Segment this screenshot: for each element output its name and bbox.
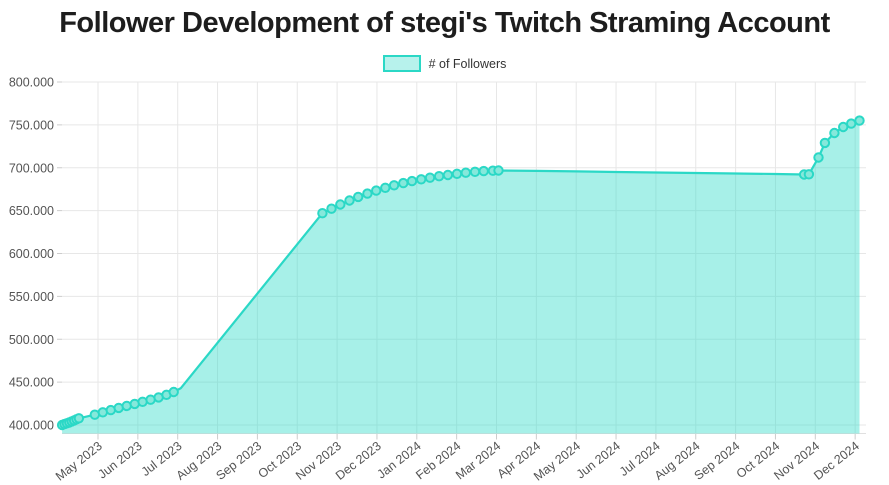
- y-tick-label: 450.000: [9, 376, 54, 390]
- chart-title: Follower Development of stegi's Twitch S…: [59, 7, 830, 39]
- data-point-marker[interactable]: [460, 167, 471, 178]
- data-point-marker[interactable]: [398, 177, 409, 189]
- data-point-marker[interactable]: [819, 137, 831, 149]
- y-tick-label: 600.000: [9, 247, 54, 261]
- data-point-marker[interactable]: [362, 188, 373, 199]
- y-tick-label: 500.000: [9, 333, 54, 347]
- data-point-marker[interactable]: [829, 127, 840, 139]
- data-point-marker[interactable]: [353, 191, 364, 203]
- x-tick-label: Sep 2024: [692, 439, 743, 483]
- legend-label: # of Followers: [428, 56, 507, 71]
- y-tick-label: 650.000: [9, 204, 54, 218]
- x-tick-label: Dec 2023: [333, 439, 384, 483]
- data-point-marker[interactable]: [493, 165, 504, 176]
- data-point-marker[interactable]: [388, 180, 400, 191]
- y-tick-label: 400.000: [9, 419, 54, 433]
- data-point-marker[interactable]: [317, 208, 328, 219]
- legend-swatch-icon: [382, 55, 421, 72]
- legend-item-followers[interactable]: # of Followers: [382, 55, 507, 72]
- data-point-marker[interactable]: [326, 203, 337, 214]
- area-fill: [62, 120, 860, 434]
- data-point-marker[interactable]: [813, 152, 824, 163]
- data-point-marker[interactable]: [371, 185, 382, 196]
- data-point-marker[interactable]: [406, 175, 418, 187]
- x-tick-label: Jun 2023: [96, 439, 145, 482]
- x-tick-label: Dec 2024: [811, 439, 862, 483]
- data-point-marker[interactable]: [478, 165, 489, 177]
- y-tick-label: 700.000: [9, 161, 54, 175]
- data-point-marker[interactable]: [335, 199, 346, 210]
- legend: # of Followers: [0, 55, 889, 72]
- data-point-marker[interactable]: [846, 118, 857, 129]
- y-tick-label: 800.000: [9, 76, 54, 90]
- y-tick-label: 750.000: [9, 118, 54, 132]
- y-tick-label: 550.000: [9, 290, 54, 304]
- data-point-marker[interactable]: [344, 195, 355, 206]
- x-tick-label: May 2023: [53, 439, 105, 484]
- data-point-marker[interactable]: [168, 386, 179, 398]
- x-tick-label: Sep 2023: [213, 439, 264, 483]
- data-point-marker[interactable]: [854, 115, 865, 126]
- data-point-marker[interactable]: [803, 169, 815, 180]
- data-point-marker[interactable]: [416, 174, 427, 185]
- data-point-marker[interactable]: [380, 182, 391, 194]
- x-tick-label: Jun 2024: [574, 439, 623, 482]
- data-point-marker[interactable]: [451, 168, 463, 180]
- data-point-marker[interactable]: [442, 169, 454, 181]
- data-point-marker[interactable]: [73, 413, 85, 424]
- data-point-marker[interactable]: [424, 172, 436, 183]
- data-point-marker[interactable]: [469, 166, 481, 178]
- data-point-marker[interactable]: [433, 171, 445, 182]
- x-tick-label: Mar 2024: [453, 439, 503, 483]
